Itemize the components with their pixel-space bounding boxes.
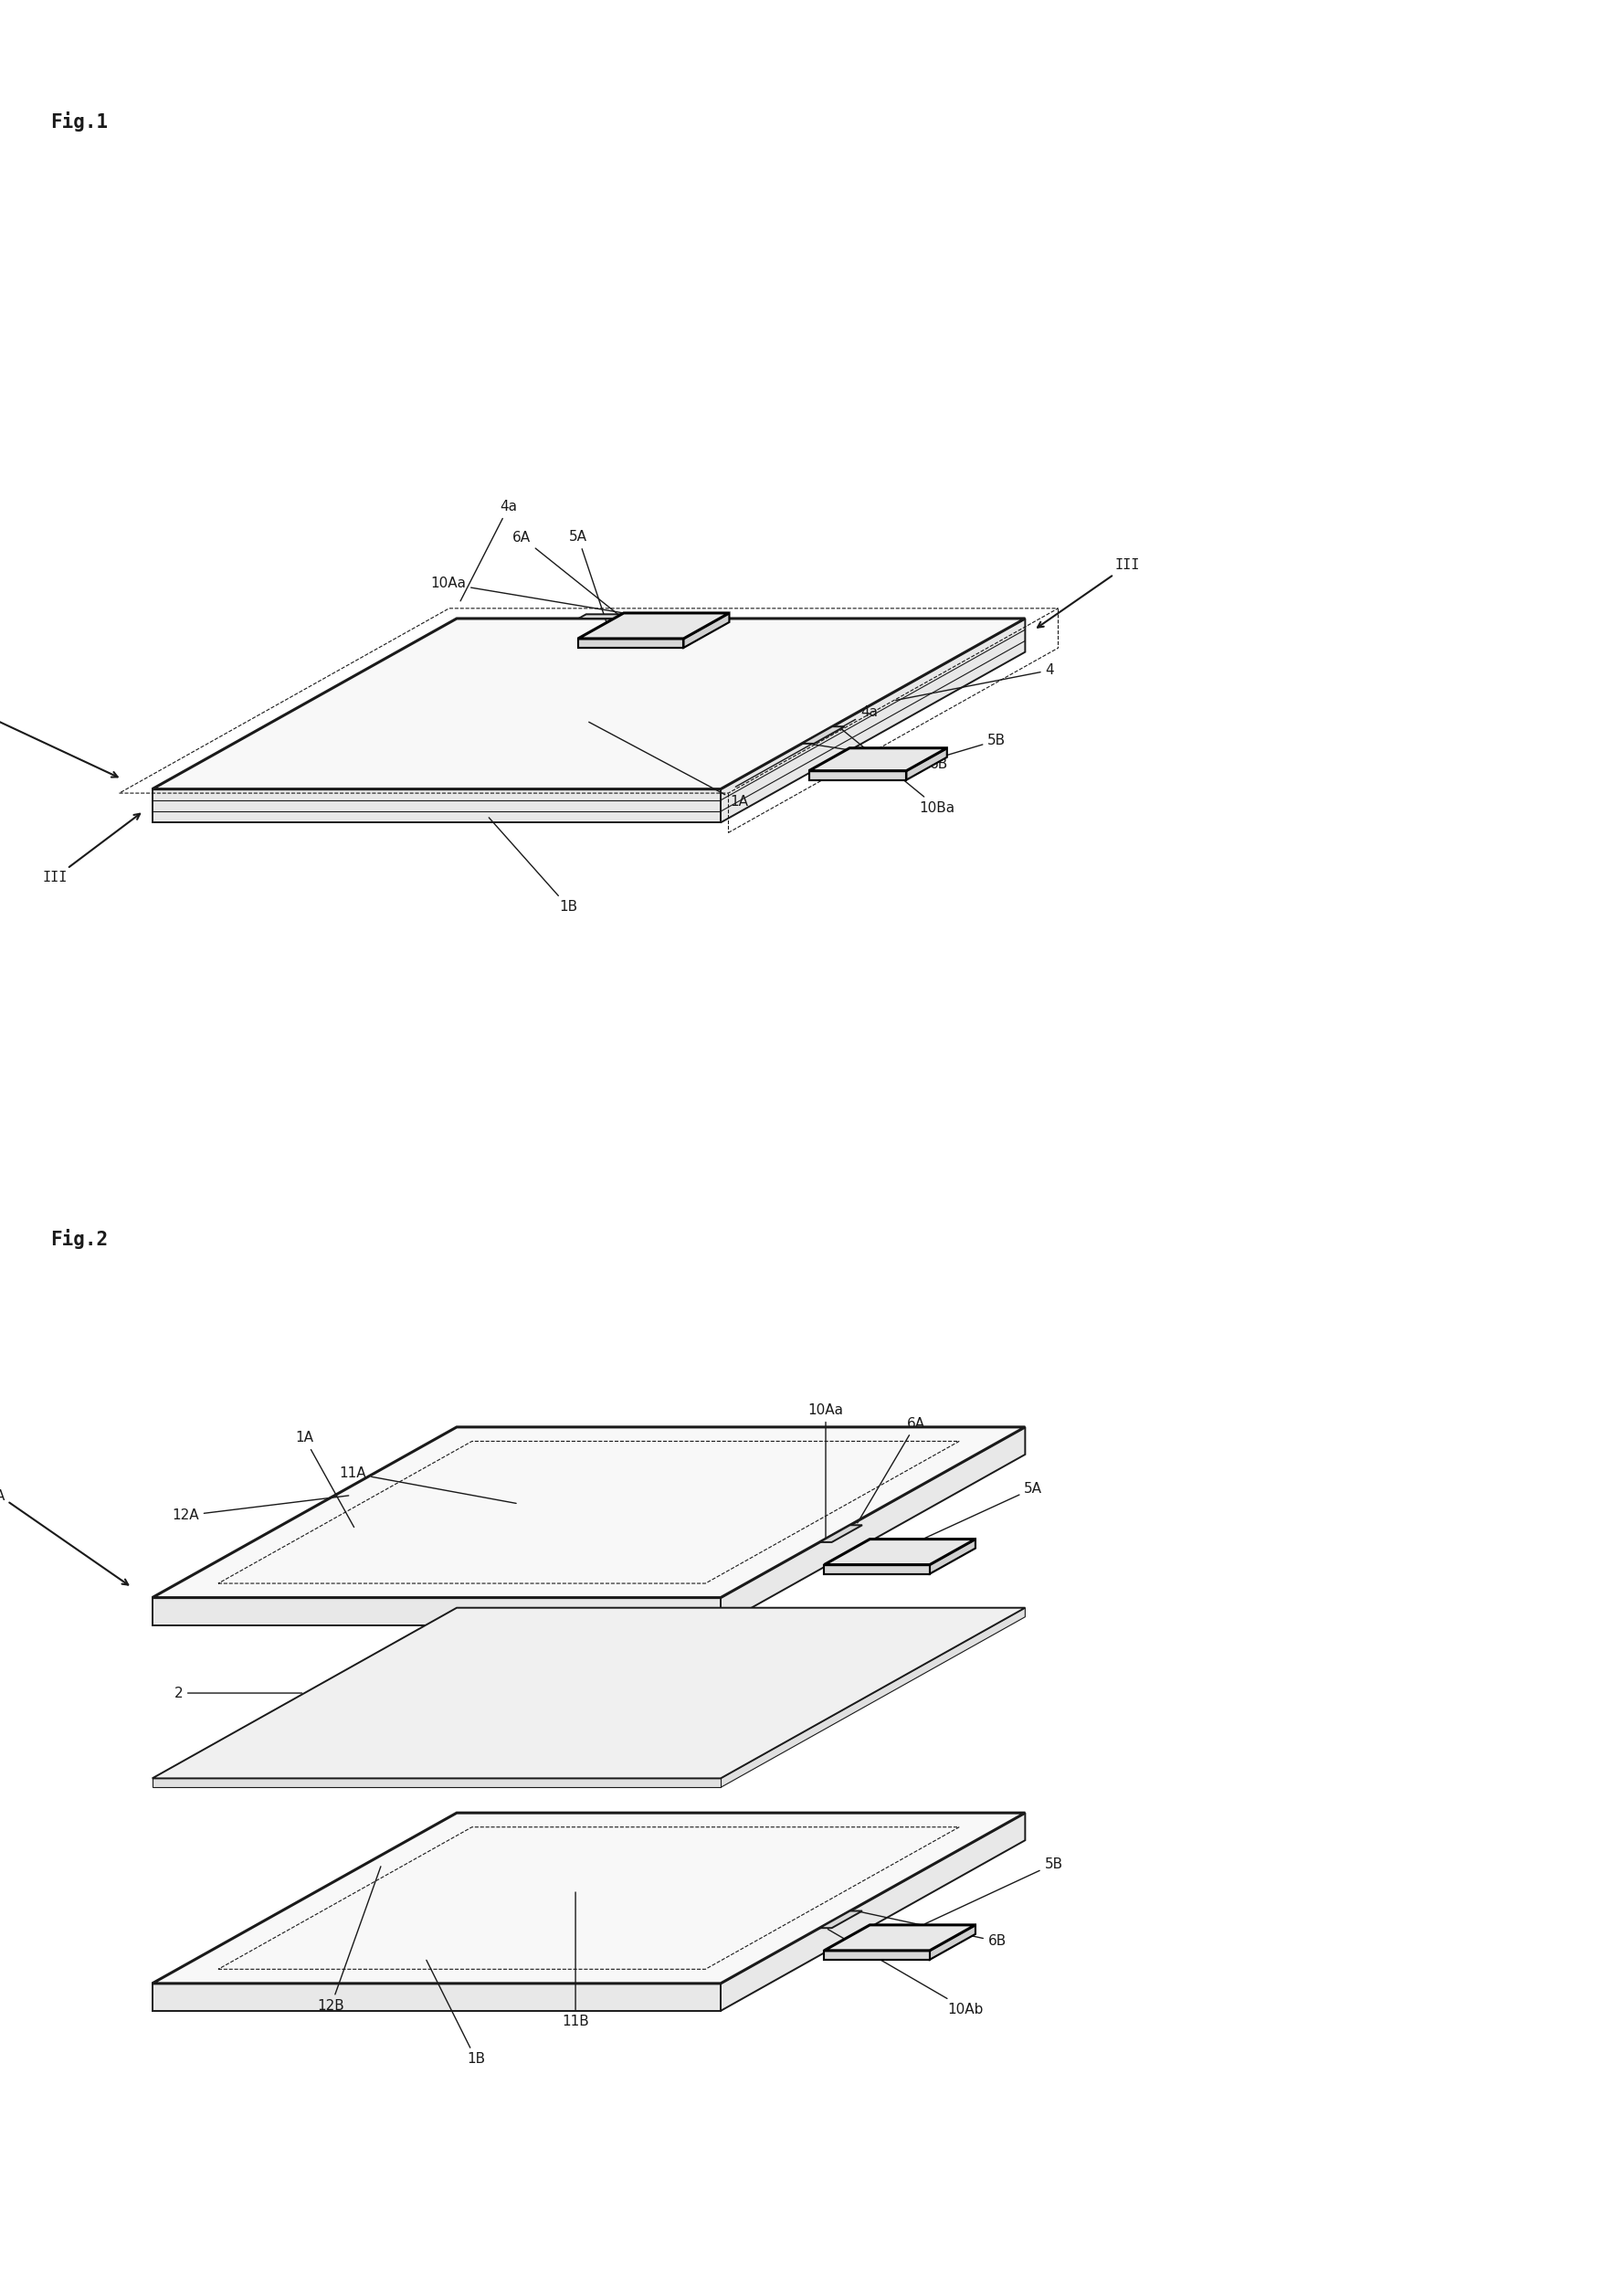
Polygon shape: [578, 614, 676, 619]
Text: 5B: 5B: [914, 733, 1005, 764]
Polygon shape: [153, 789, 721, 824]
Polygon shape: [929, 1540, 976, 1574]
Text: 1B: 1B: [427, 1961, 486, 2066]
Text: 4a: 4a: [461, 500, 516, 601]
Polygon shape: [153, 1779, 721, 1788]
Polygon shape: [153, 1597, 721, 1624]
Text: 4a: 4a: [736, 705, 877, 787]
Polygon shape: [684, 612, 729, 648]
Text: III: III: [1038, 557, 1140, 628]
Polygon shape: [721, 1426, 1025, 1624]
Polygon shape: [153, 1984, 721, 2011]
Text: III: III: [42, 814, 140, 885]
Text: A: A: [0, 701, 117, 778]
Text: Fig.1: Fig.1: [50, 111, 109, 132]
Polygon shape: [823, 1950, 929, 1959]
Polygon shape: [809, 748, 947, 771]
Polygon shape: [802, 726, 844, 744]
Polygon shape: [823, 1540, 976, 1565]
Text: 5B: 5B: [926, 1856, 1062, 1925]
Text: 1A: 1A: [296, 1431, 354, 1527]
Text: 5A: 5A: [568, 530, 607, 626]
Text: 12A: 12A: [172, 1495, 349, 1522]
Text: 6B: 6B: [810, 744, 948, 771]
Polygon shape: [721, 1608, 1025, 1788]
Polygon shape: [809, 771, 906, 780]
Polygon shape: [906, 748, 947, 780]
Polygon shape: [721, 619, 1025, 824]
Text: Fig.2: Fig.2: [50, 1229, 109, 1249]
Text: 1A: 1A: [590, 721, 749, 810]
Text: 4: 4: [896, 664, 1054, 701]
Polygon shape: [153, 1813, 1025, 1984]
Text: 5A: 5A: [926, 1481, 1043, 1538]
Text: 12B: 12B: [317, 1866, 380, 2013]
Text: 6A: 6A: [857, 1417, 926, 1522]
Text: 10Ab: 10Ab: [828, 1929, 984, 2016]
Polygon shape: [153, 1426, 1025, 1597]
Polygon shape: [820, 1524, 862, 1542]
Polygon shape: [823, 1925, 976, 1950]
Text: 6B: 6B: [859, 1911, 1007, 1947]
Text: 11B: 11B: [562, 1893, 590, 2029]
Polygon shape: [153, 619, 1025, 789]
Polygon shape: [578, 639, 684, 648]
Text: 10Aa: 10Aa: [807, 1404, 843, 1540]
Polygon shape: [929, 1925, 976, 1959]
Text: 10Ba: 10Ba: [840, 728, 955, 814]
Polygon shape: [820, 1911, 862, 1927]
Polygon shape: [721, 1813, 1025, 2011]
Text: A: A: [0, 1490, 128, 1586]
Text: 6A: 6A: [513, 530, 622, 617]
Text: 2: 2: [174, 1686, 302, 1699]
Polygon shape: [578, 612, 729, 639]
Text: 10Aa: 10Aa: [430, 578, 628, 614]
Text: 1B: 1B: [489, 817, 578, 915]
Polygon shape: [153, 1608, 1025, 1779]
Text: 11A: 11A: [339, 1467, 516, 1504]
Polygon shape: [823, 1565, 929, 1574]
